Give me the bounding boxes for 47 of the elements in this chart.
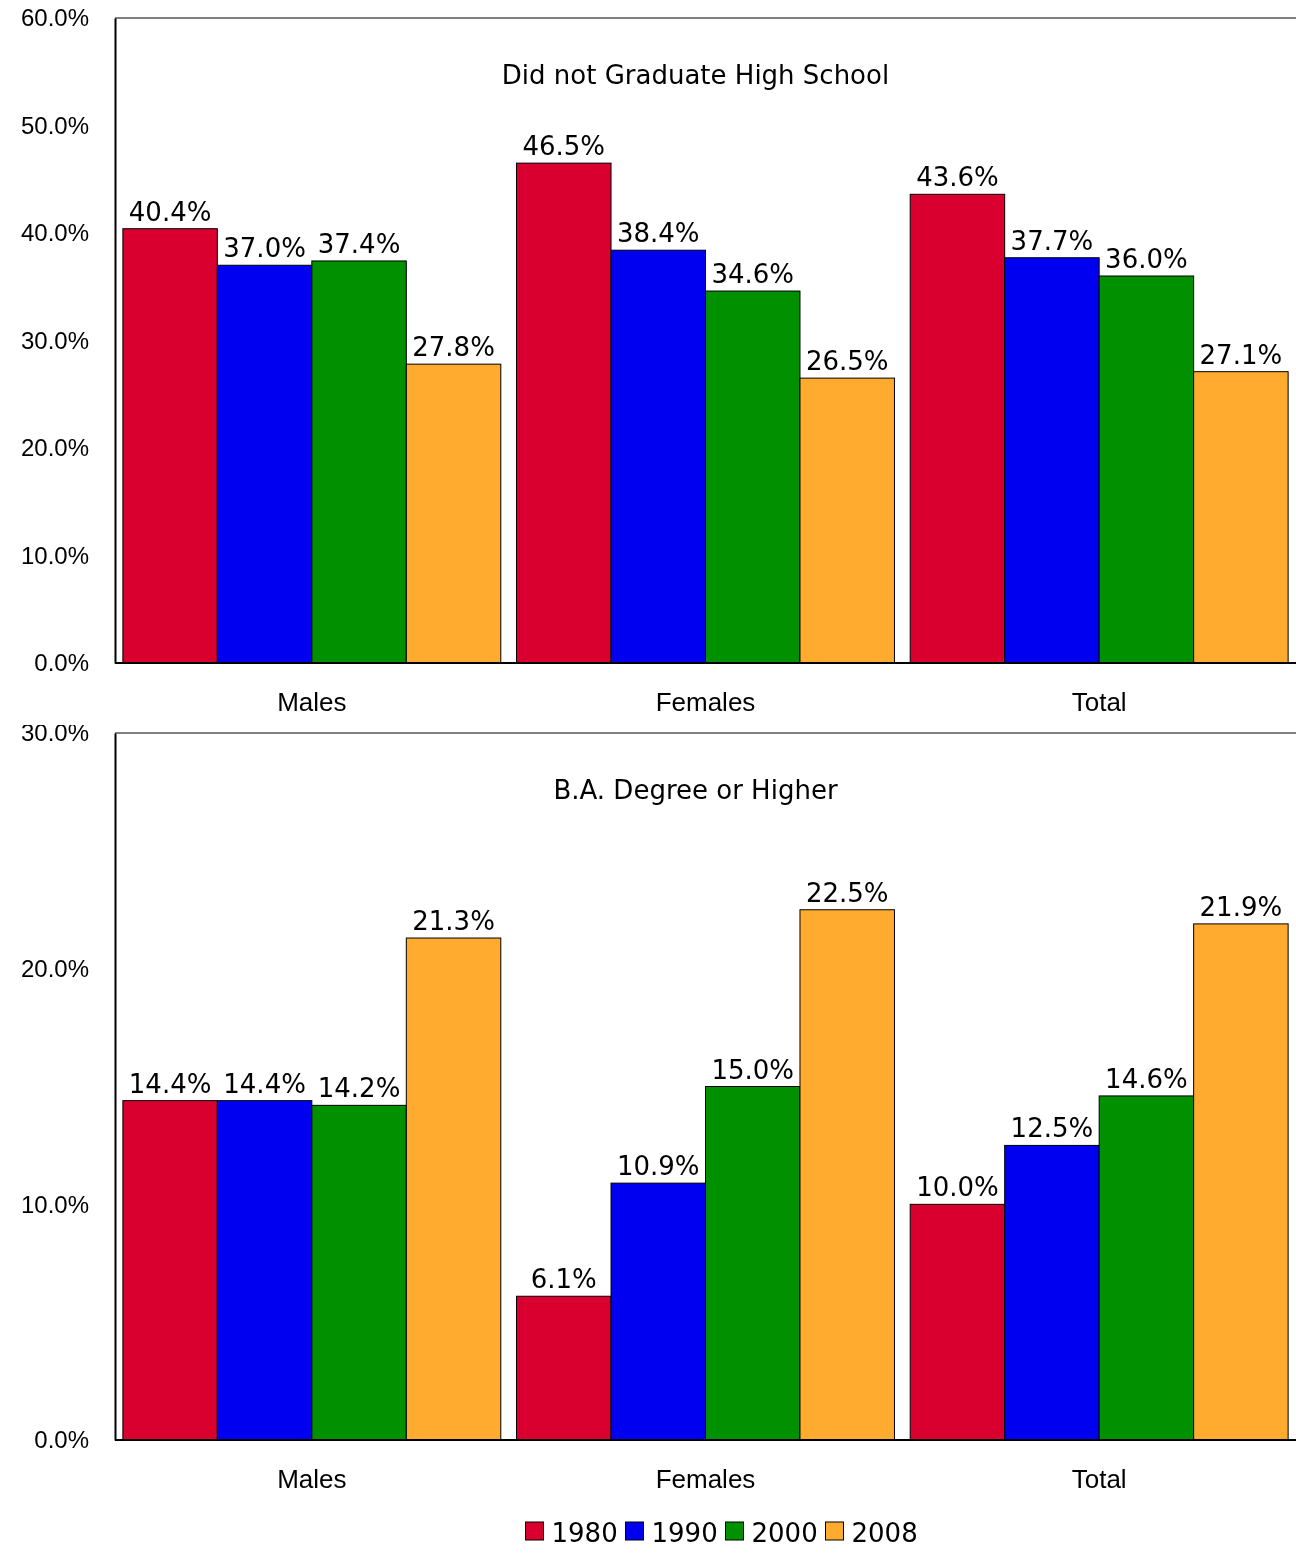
y-tick-label: 0.0%: [34, 649, 89, 677]
y-tick-label: 40.0%: [20, 219, 89, 247]
data-label: 37.4%: [317, 228, 401, 259]
y-tick-label: 20.0%: [20, 954, 89, 982]
x-tick-label: Males: [277, 1464, 347, 1495]
x-tick-label: Females: [655, 1464, 756, 1495]
y-tick-label: 0.0%: [34, 1426, 89, 1454]
data-label: 38.4%: [616, 218, 700, 249]
data-label: 6.1%: [530, 1264, 597, 1295]
legend-label: 1990: [651, 1518, 718, 1548]
data-label: 37.7%: [1010, 225, 1094, 256]
data-label: 12.5%: [1010, 1113, 1094, 1144]
data-label: 21.3%: [412, 906, 495, 937]
data-label: 21.9%: [1199, 891, 1283, 922]
x-tick-label: Females: [655, 687, 756, 718]
text: Did not Graduate High School: [501, 60, 890, 90]
y-tick-label: 50.0%: [20, 111, 89, 139]
data-label: 37.0%: [223, 233, 306, 264]
x-tick-label: Males: [277, 687, 347, 718]
data-label: 46.5%: [522, 131, 606, 162]
data-label: 10.9%: [616, 1151, 700, 1182]
data-label: 36.0%: [1105, 244, 1188, 274]
data-label: 14.6%: [1105, 1063, 1188, 1094]
y-tick-label: 10.0%: [20, 1190, 89, 1218]
data-label: 14.2%: [317, 1073, 401, 1104]
data-label: 10.0%: [916, 1172, 999, 1203]
legend-label: 1980: [551, 1518, 618, 1548]
data-label: 14.4%: [128, 1068, 212, 1099]
x-tick-label: Total: [1071, 687, 1127, 718]
data-label: 27.8%: [412, 332, 495, 363]
y-tick-label: 30.0%: [20, 719, 89, 747]
y-tick-label: 20.0%: [20, 434, 89, 462]
y-tick-label: 10.0%: [20, 541, 89, 569]
legend-label: 2000: [751, 1518, 818, 1548]
data-label: 15.0%: [711, 1054, 795, 1085]
y-tick-label: 30.0%: [20, 326, 89, 354]
data-label: 22.5%: [805, 877, 889, 908]
data-label: 43.6%: [916, 162, 999, 193]
data-label: 26.5%: [805, 346, 889, 377]
y-tick-label: 60.0%: [20, 4, 89, 32]
data-label: 40.4%: [128, 196, 212, 227]
data-label: 14.4%: [223, 1068, 306, 1099]
x-tick-label: Total: [1071, 1464, 1127, 1495]
data-label: 27.1%: [1199, 339, 1283, 370]
legend-label: 2008: [851, 1518, 918, 1548]
data-label: 34.6%: [711, 259, 795, 290]
text: B.A. Degree or Higher: [553, 775, 838, 805]
